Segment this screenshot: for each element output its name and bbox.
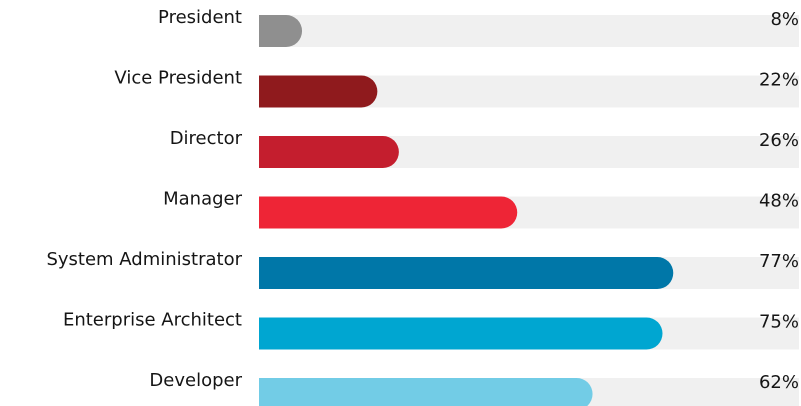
category-label: President: [158, 7, 242, 28]
category-label: System Administrator: [46, 249, 242, 270]
value-label: 22%: [759, 70, 799, 91]
value-label: 26%: [759, 130, 799, 151]
value-label: 62%: [759, 372, 799, 393]
value-label: 48%: [759, 191, 799, 212]
bar: [259, 75, 378, 108]
category-label: Developer: [149, 370, 242, 391]
category-label: Manager: [163, 189, 242, 210]
value-label: 75%: [759, 312, 799, 333]
bar: [259, 317, 663, 350]
value-label: 77%: [759, 251, 799, 272]
bar: [259, 15, 303, 47]
bar: [259, 196, 518, 229]
bar: [259, 257, 674, 289]
category-label: Enterprise Architect: [63, 310, 242, 331]
bar: [259, 378, 593, 406]
value-label: 8%: [770, 9, 799, 30]
category-label: Vice President: [114, 68, 242, 89]
category-label: Director: [170, 128, 243, 149]
bar-track: [259, 15, 799, 47]
bar: [259, 136, 399, 168]
